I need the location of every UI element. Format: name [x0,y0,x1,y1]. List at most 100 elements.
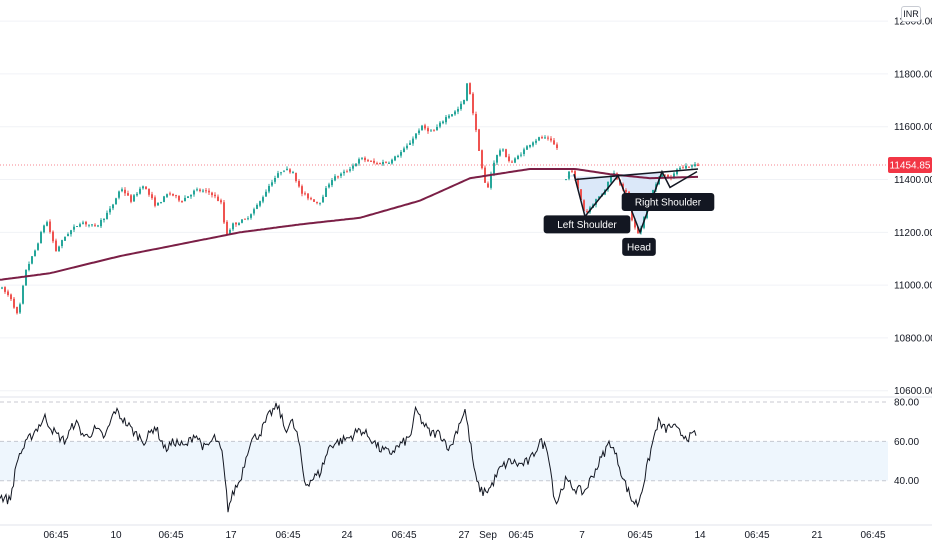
candle-body [151,194,153,199]
candle-body [472,93,474,114]
candle-body [121,189,123,192]
candle-body [211,192,213,196]
candle-body [427,128,429,132]
candle-body [163,196,165,202]
candle-body [76,225,78,227]
candle-body [664,174,666,176]
candle-body [232,223,234,230]
candle-body [253,209,255,214]
candle-body [247,218,249,220]
candle-body [565,179,567,181]
time-axis-label: 06:45 [508,530,533,541]
candle-body [67,234,69,237]
candle-body [220,200,222,203]
candle-body [298,181,300,187]
last-price-badge [888,157,932,174]
candle-body [586,211,588,213]
time-axis-label: 06:45 [43,530,68,541]
time-axis-label: 27 [458,530,470,541]
candle-body [481,150,483,169]
rsi-layer [0,401,888,513]
axes-layer: 12000.00 11800.00 11600.00 11400.00 11200.00… [43,17,932,541]
candle-body [154,197,156,206]
candle-body [97,225,99,227]
candle-body [88,224,90,226]
rsi-tick-label: 80.00 [894,397,919,408]
candle-body [283,170,285,172]
price-tick-label: 11800.00 [894,69,932,80]
candle-body [274,177,276,182]
rsi-tick-label: 60.00 [894,437,919,448]
candle-body [208,190,210,193]
candle-body [310,198,312,200]
candle-body [109,208,111,213]
candle-body [457,108,459,112]
candle-body [202,190,204,192]
rsi-line [0,402,697,513]
time-axis-label: 06:45 [627,530,652,541]
candle-body [184,197,186,202]
candle-body [139,188,141,194]
candle-body [280,172,282,174]
candle-body [40,232,42,244]
candle-body [13,298,15,308]
candle-body [502,149,504,151]
candle-body [418,130,420,134]
candle-body [277,173,279,178]
candle-body [178,195,180,201]
candle-body [460,103,462,110]
candle-body [334,176,336,181]
candle-body [319,202,321,204]
candle-body [490,173,492,188]
candle-body [487,183,489,188]
candle-body [583,200,585,211]
time-axis-label: 17 [225,530,237,541]
candle-body [409,142,411,145]
candle-body [214,194,216,197]
candle-body [346,171,348,173]
price-tick-label: 11000.00 [894,281,932,292]
candle-body [136,193,138,196]
candle-body [70,230,72,235]
candle-body [145,186,147,189]
candle-body [55,240,57,252]
pattern-label: Right Shoulder [621,192,715,211]
candle-body [679,167,681,170]
candle-body [673,173,675,178]
candle-body [259,201,261,206]
candle-body [292,172,294,174]
time-axis-label: Sep [479,530,497,541]
rsi-band [0,441,888,481]
candle-body [130,195,132,202]
candle-body [124,189,126,194]
candle-body [322,196,324,203]
candle-body [520,154,522,156]
candle-body [19,304,21,313]
candle-body [106,212,108,220]
candle-body [400,151,402,156]
candle-body [148,188,150,195]
candle-body [430,130,432,132]
candle-body [187,196,189,199]
candle-body [421,125,423,131]
candle-body [388,162,390,164]
candle-body [52,231,54,242]
currency-badge[interactable]: INR [901,6,921,22]
candle-body [85,221,87,225]
candle-body [91,224,93,226]
candle-body [295,172,297,181]
pattern-label-text: Right Shoulder [635,197,702,208]
candle-body [37,243,39,250]
candle-body [574,171,576,179]
candle-body [568,171,570,179]
pattern-neckline [574,168,699,181]
candle-body [235,222,237,225]
candle-body [325,188,327,197]
candle-body [313,199,315,202]
candle-body [262,197,264,202]
candle-body [238,223,240,226]
candle-body [358,159,360,164]
grid-layer [0,20,888,392]
candle-body [301,186,303,194]
